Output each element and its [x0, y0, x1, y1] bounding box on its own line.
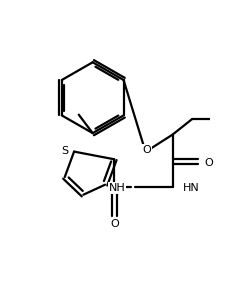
Text: HN: HN [183, 183, 199, 193]
Text: O: O [143, 145, 151, 155]
Text: O: O [204, 158, 213, 168]
Text: NH: NH [109, 183, 125, 193]
Text: S: S [62, 146, 69, 156]
Text: O: O [110, 219, 119, 229]
